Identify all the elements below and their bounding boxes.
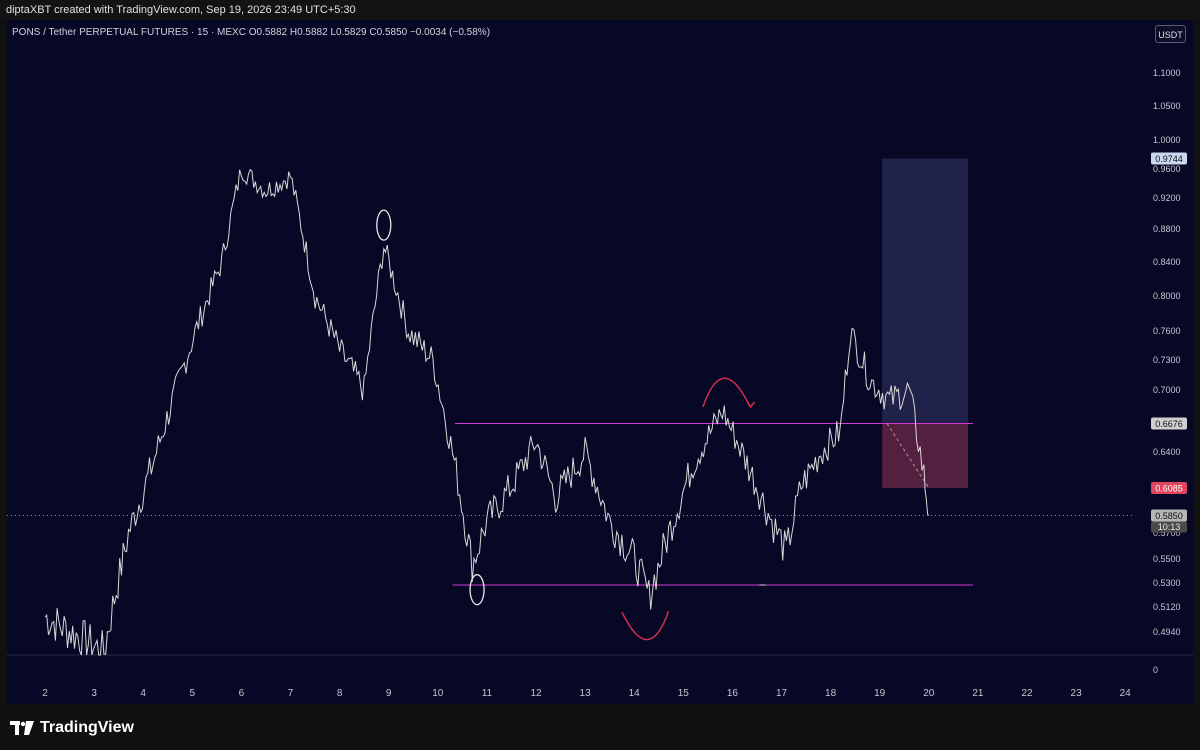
x-axis-tick-label: 17	[776, 688, 788, 699]
x-axis-tick-label: 4	[140, 688, 146, 699]
x-axis-tick-label: 15	[678, 688, 690, 699]
price-tag-entry	[1151, 417, 1187, 430]
y-axis-tick-label: 0.5300	[1153, 578, 1181, 588]
x-axis-tick-label: 9	[386, 688, 392, 699]
drawing-arrow-curve-bottom[interactable]	[621, 610, 670, 641]
y-axis-tick-label: 0.8400	[1153, 257, 1181, 267]
y-axis-tick-label: 0.6400	[1153, 447, 1181, 457]
y-axis-tick-label: 0.5120	[1153, 602, 1181, 612]
y-axis-tick-label: 1.0000	[1153, 135, 1181, 145]
x-axis-tick-label: 12	[530, 688, 542, 699]
y-axis-tick-label: 0.4940	[1153, 627, 1181, 637]
x-axis-tick-label: 20	[923, 688, 935, 699]
price-series-line[interactable]	[44, 168, 930, 656]
chart-credit-bar: diptaXBT created with TradingView.com, S…	[0, 0, 1200, 20]
drawing-arrowhead-top	[746, 400, 756, 409]
drawing-arrow-curve-top[interactable]	[702, 377, 751, 408]
x-axis-tick-label: 11	[482, 688, 493, 699]
x-axis-tick-label: 10	[432, 688, 444, 699]
x-axis-tick-label: 21	[972, 688, 984, 699]
y-axis-tick-label: 0.8800	[1153, 224, 1181, 234]
countdown-text: 10:13	[1158, 522, 1181, 532]
currency-button[interactable]: USDT	[1155, 25, 1186, 43]
price-chart[interactable]: 2 3 4 5 6 7 8 9 10 11 12 13 14 15 16 17 18 19 20 21 22 23 241.…	[7, 20, 1193, 704]
short-position-risk-zone[interactable]	[882, 158, 969, 424]
x-axis-tick-label: 14	[629, 688, 641, 699]
chart-pane[interactable]: 2 3 4 5 6 7 8 9 10 11 12 13 14 15 16 17 18 19 20 21 22 23 24 1.…	[7, 20, 1193, 704]
chart-credit-text: diptaXBT created with TradingView.com, S…	[6, 4, 356, 16]
x-axis-tick-label: 7	[288, 688, 294, 699]
price-tag-stop	[1151, 152, 1187, 165]
x-axis-tick-label: 19	[874, 688, 886, 699]
x-axis-tick-label: 16	[727, 688, 739, 699]
x-axis-tick-label: 23	[1071, 688, 1083, 699]
symbol-legend: PONS / Tether PERPETUAL FUTURES · 15 · M…	[12, 27, 491, 38]
y-axis-tick-label: 1.1000	[1153, 68, 1181, 78]
short-position-reward-zone[interactable]	[882, 423, 969, 488]
y-axis-tick-label: 0.8000	[1153, 291, 1181, 301]
y-axis-tick-label: 0.5700	[1153, 528, 1181, 538]
price-tag-text-last: 0.5850	[1155, 511, 1183, 521]
x-axis-tick-label: 24	[1120, 688, 1132, 699]
price-tag-last	[1151, 509, 1187, 522]
tradingview-brand: TradingView	[40, 719, 134, 736]
price-tag-target	[1151, 482, 1187, 494]
y-axis-tick-label: 0.7300	[1153, 355, 1181, 365]
position-dashed-path	[886, 423, 930, 489]
x-axis-tick-label: 18	[825, 688, 837, 699]
y-axis-tick-label: 0.9200	[1153, 193, 1181, 203]
price-tag-text-target: 0.6085	[1155, 484, 1183, 494]
x-axis-tick-label: 5	[190, 688, 196, 699]
drawing-circle-top[interactable]	[376, 209, 392, 241]
y-axis-tick-label: 0.9600	[1153, 164, 1181, 174]
y-axis-tick-label: 0.5500	[1153, 554, 1181, 564]
x-axis-tick-label: 3	[91, 688, 97, 699]
y-axis-tick-label: 0.7000	[1153, 385, 1181, 395]
y-axis-tick-label: 0.7600	[1153, 326, 1181, 336]
y-axis-tick-label: 1.0500	[1153, 101, 1181, 111]
x-axis-tick-label: 13	[580, 688, 592, 699]
footer-bar: TradingView	[0, 704, 1200, 750]
x-axis-tick-label: 2	[42, 688, 48, 699]
countdown-tag	[1151, 521, 1187, 533]
price-tag-text-entry: 0.6676	[1155, 419, 1183, 429]
y-axis-tick-label: 0	[1153, 665, 1158, 675]
x-axis-tick-label: 6	[239, 688, 245, 699]
drawing-circle-bottom[interactable]	[469, 574, 485, 606]
price-tag-text-stop: 0.9744	[1155, 154, 1183, 164]
x-axis-tick-label: 22	[1021, 688, 1033, 699]
tradingview-logo[interactable]: TradingView	[10, 719, 134, 737]
tradingview-logo-icon	[10, 721, 34, 735]
x-axis-tick-label: 8	[337, 688, 343, 699]
